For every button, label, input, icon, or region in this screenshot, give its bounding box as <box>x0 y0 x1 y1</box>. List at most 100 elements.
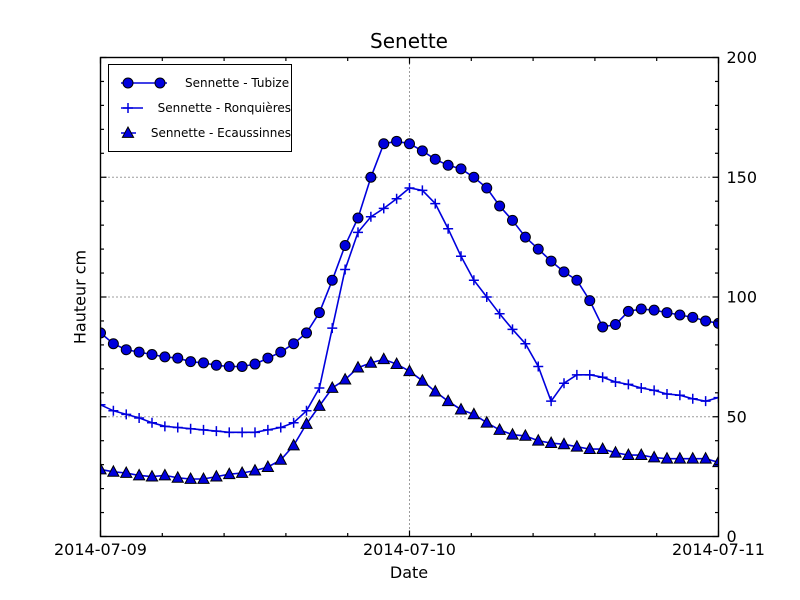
data-point-marker <box>699 451 713 464</box>
data-point-marker <box>171 470 185 483</box>
data-point-marker <box>545 255 557 267</box>
data-point-marker <box>100 327 106 339</box>
data-point-marker <box>687 311 699 323</box>
data-point-marker <box>300 416 313 429</box>
legend-item-ronquieres: Sennette - Ronquières <box>118 95 291 120</box>
data-point-marker <box>571 369 582 380</box>
data-point-marker <box>287 438 301 451</box>
data-point-marker <box>327 323 338 334</box>
x-tick-label: 2014-07-09 <box>54 540 147 559</box>
x-tick-label: 2014-07-10 <box>363 540 456 559</box>
data-point-marker <box>557 437 571 450</box>
data-point-marker <box>236 360 248 372</box>
data-point-marker <box>532 243 544 255</box>
legend-sample-plus-icon <box>121 102 143 113</box>
data-point-marker <box>584 295 596 307</box>
data-point-marker <box>674 309 686 321</box>
legend-sample-marker <box>121 125 135 138</box>
data-point-marker <box>338 372 352 385</box>
data-point-marker <box>416 145 428 157</box>
series-3 <box>100 352 719 484</box>
data-point-marker <box>544 436 558 448</box>
y-tick-label: 0 <box>727 527 737 546</box>
data-point-marker <box>713 392 719 403</box>
data-point-marker <box>313 307 325 319</box>
data-point-marker <box>133 346 145 358</box>
data-point-marker <box>583 442 597 454</box>
data-point-marker <box>494 200 506 212</box>
data-point-marker <box>570 439 584 452</box>
y-tick-label: 150 <box>727 168 758 187</box>
data-point-marker <box>222 467 236 480</box>
data-point-marker <box>262 352 274 364</box>
data-point-marker <box>274 452 288 465</box>
data-point-marker <box>621 448 635 460</box>
data-point-marker <box>108 405 119 416</box>
data-point-marker <box>159 421 170 432</box>
data-point-marker <box>145 469 159 482</box>
data-point-marker <box>429 153 441 165</box>
data-point-marker <box>468 275 479 286</box>
data-point-marker <box>610 319 621 331</box>
data-point-marker <box>404 183 415 194</box>
data-point-marker <box>662 388 672 399</box>
data-point-marker <box>481 292 492 302</box>
data-point-marker <box>647 450 661 463</box>
data-point-marker <box>428 384 442 397</box>
data-point-marker <box>351 360 365 373</box>
data-point-marker <box>248 463 262 476</box>
data-point-marker <box>533 361 544 372</box>
data-point-marker <box>390 357 404 369</box>
y-tick-label: 50 <box>727 407 747 426</box>
data-point-marker <box>314 383 325 394</box>
data-point-marker <box>288 338 300 350</box>
data-point-marker <box>120 344 132 356</box>
data-point-marker <box>391 193 402 204</box>
data-point-marker <box>519 231 531 243</box>
data-point-marker <box>326 274 338 286</box>
chart-title: Senette <box>370 29 448 53</box>
data-point-marker <box>250 427 260 438</box>
data-point-marker <box>520 338 531 349</box>
data-point-marker <box>275 346 287 358</box>
data-point-marker <box>559 378 569 389</box>
grid-layer <box>100 57 719 537</box>
data-point-marker <box>352 212 364 224</box>
data-point-marker <box>146 348 158 360</box>
data-point-marker <box>596 442 610 454</box>
data-point-marker <box>531 433 545 446</box>
data-point-marker <box>159 351 171 363</box>
data-point-marker <box>417 185 428 196</box>
data-point-marker <box>364 355 378 368</box>
series-1 <box>100 135 719 372</box>
data-point-marker <box>223 360 235 372</box>
data-point-marker <box>134 412 145 423</box>
series-2 <box>100 183 719 438</box>
data-point-marker <box>571 274 583 286</box>
data-point-marker <box>648 304 660 316</box>
y-tick-label: 100 <box>727 288 758 307</box>
data-point-marker <box>301 327 312 339</box>
data-point-marker <box>597 372 608 383</box>
data-point-marker <box>262 424 273 435</box>
x-axis-label: Date <box>389 563 429 582</box>
data-point-marker <box>506 427 519 440</box>
data-point-marker <box>507 214 518 226</box>
data-point-marker <box>636 383 647 394</box>
data-point-marker <box>198 424 209 435</box>
data-point-marker <box>235 465 249 478</box>
data-point-marker <box>198 357 209 369</box>
data-point-marker <box>340 264 351 275</box>
data-point-marker <box>209 469 223 482</box>
data-point-marker <box>635 303 647 315</box>
tick-label-layer: 2014-07-09 2014-07-10 2014-07-110 50 100 150 2… <box>54 48 765 559</box>
data-point-marker <box>467 407 481 420</box>
data-point-marker <box>415 373 429 386</box>
data-point-marker <box>456 251 466 262</box>
data-point-marker <box>261 459 275 472</box>
data-point-marker <box>649 385 660 396</box>
data-point-marker <box>211 426 222 437</box>
data-point-marker <box>312 398 326 411</box>
